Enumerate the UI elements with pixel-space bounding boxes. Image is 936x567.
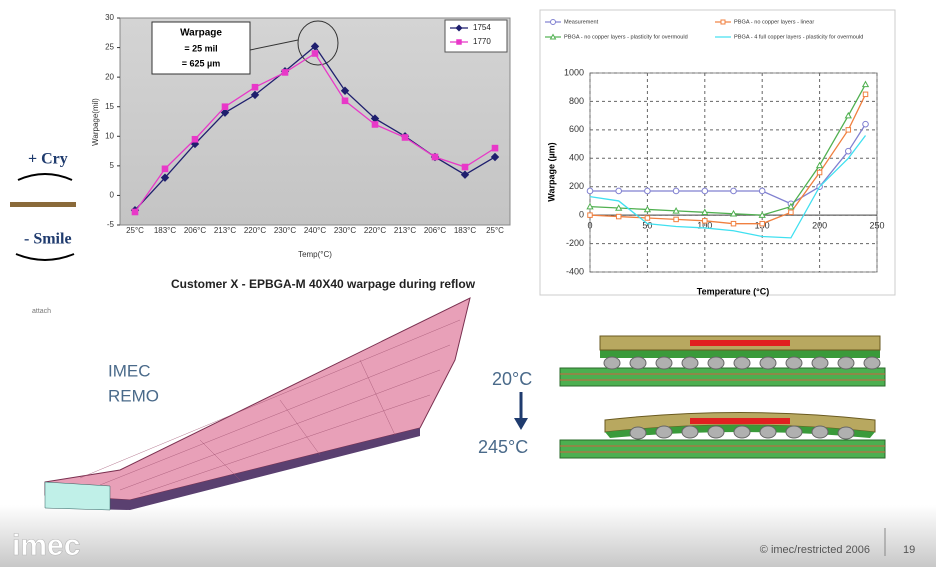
marker: [863, 121, 869, 127]
y-tick-label: 0: [579, 210, 584, 220]
arrow-head: [514, 418, 528, 430]
marker: [132, 209, 138, 215]
package-bar: [10, 202, 76, 207]
cry-label: + Cry: [28, 151, 68, 168]
marker: [789, 210, 793, 214]
x-tick-label: 240°C: [304, 226, 327, 235]
marker: [759, 188, 765, 194]
x-tick-label: 206°C: [184, 226, 207, 235]
marker: [674, 217, 678, 221]
legend-label: PBGA - no copper layers - plasticity for…: [564, 34, 688, 40]
y-tick-label: 800: [569, 96, 584, 106]
marker: [587, 188, 593, 194]
footer: [0, 505, 936, 567]
package-hot: [560, 413, 885, 459]
marker: [673, 188, 679, 194]
x-tick-label: 183°C: [154, 226, 177, 235]
y-axis-label: Warpage(mil): [91, 98, 100, 146]
marker: [492, 145, 498, 151]
x-tick-label: 206°C: [424, 226, 447, 235]
x-tick-label: 220°C: [244, 226, 267, 235]
smile-label: - Smile: [24, 231, 72, 248]
marker: [162, 166, 168, 172]
marker: [551, 20, 556, 25]
marker: [863, 92, 867, 96]
marker: [282, 70, 288, 76]
marker: [372, 122, 378, 128]
marker: [462, 164, 468, 170]
y-axis-label: Warpage (µm): [546, 142, 556, 201]
marker: [817, 170, 821, 174]
marker: [645, 216, 649, 220]
fragment-text: attach: [32, 308, 51, 315]
marker: [702, 188, 708, 194]
smile-arc: [16, 254, 74, 260]
annotation: = 625 µm: [182, 58, 220, 68]
x-tick-label: 183°C: [454, 226, 477, 235]
legend-label: 1770: [473, 37, 491, 46]
y-tick-label: -200: [566, 238, 584, 248]
temp-label: 245°C: [478, 437, 528, 457]
marker: [846, 128, 850, 132]
legend-label: Measurement: [564, 19, 599, 25]
annotation: = 25 mil: [184, 43, 217, 53]
legend-label: PBGA - no copper layers - linear: [734, 19, 814, 25]
y-tick-label: 15: [105, 102, 114, 111]
slide: imec © imec/restricted 2006 19 + Cry - S…: [0, 0, 936, 567]
slide-canvas: imec © imec/restricted 2006 19 + Cry - S…: [0, 0, 936, 567]
x-tick-label: 25°C: [126, 226, 144, 235]
marker: [846, 148, 852, 154]
marker: [731, 188, 737, 194]
copyright: © imec/restricted 2006: [760, 544, 870, 556]
y-tick-label: 30: [105, 13, 114, 22]
logo: imec: [12, 529, 80, 562]
x-tick-label: 25°C: [486, 226, 504, 235]
y-tick-label: 1000: [564, 67, 584, 77]
cry-arc: [18, 174, 72, 180]
y-tick-label: 600: [569, 124, 584, 134]
marker: [457, 40, 461, 44]
marker: [312, 51, 318, 57]
x-tick-label: 213°C: [394, 226, 417, 235]
legend-label: 1754: [473, 23, 491, 32]
page-number: 19: [903, 544, 915, 556]
marker: [616, 188, 622, 194]
marker: [222, 104, 228, 110]
x-tick-label: 220°C: [364, 226, 387, 235]
marker: [588, 213, 592, 217]
y-tick-label: 25: [105, 43, 114, 52]
x-axis-label: Temp(°C): [298, 250, 332, 259]
marker: [721, 20, 725, 24]
marker: [731, 221, 735, 225]
marker: [703, 219, 707, 223]
model-label: REMO: [108, 386, 159, 405]
y-tick-label: -5: [107, 220, 115, 229]
legend-label: PBGA - 4 full copper layers - plasticity…: [734, 34, 863, 40]
x-tick-label: 213°C: [214, 226, 237, 235]
package-cold: [560, 336, 885, 386]
marker: [402, 135, 408, 141]
y-tick-label: 20: [105, 72, 114, 81]
marker: [645, 188, 651, 194]
y-tick-label: -400: [566, 266, 584, 276]
marker: [252, 84, 258, 90]
marker: [342, 98, 348, 104]
y-tick-label: 200: [569, 181, 584, 191]
marker: [432, 154, 438, 160]
x-tick-label: 230°C: [274, 226, 297, 235]
annotation: Warpage: [180, 28, 222, 39]
temp-label: 20°C: [492, 369, 532, 389]
marker: [616, 214, 620, 218]
model-label: IMEC: [108, 361, 151, 380]
x-tick-label: 230°C: [334, 226, 357, 235]
y-tick-label: 0: [110, 191, 115, 200]
y-tick-label: 5: [110, 161, 115, 170]
marker: [760, 221, 764, 225]
chart-title: Customer X - EPBGA-M 40X40 warpage durin…: [171, 277, 476, 291]
marker: [192, 136, 198, 142]
y-tick-label: 10: [105, 131, 114, 140]
x-axis-label: Temperature (°C): [697, 286, 769, 296]
y-tick-label: 400: [569, 153, 584, 163]
mesh-side: [45, 482, 110, 510]
